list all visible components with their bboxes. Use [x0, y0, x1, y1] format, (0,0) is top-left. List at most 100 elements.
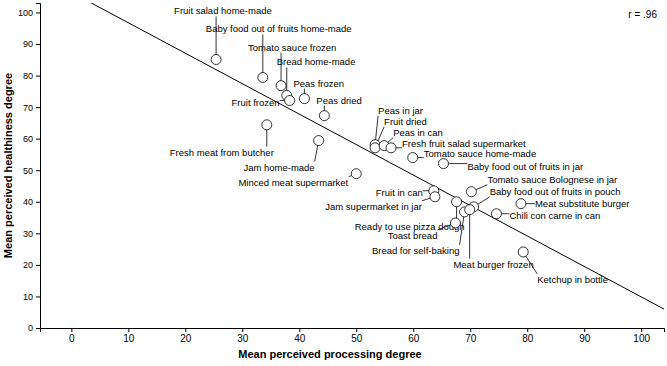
point-label: Toast bread	[388, 230, 438, 241]
x-tick-label: 0	[69, 333, 75, 344]
x-tick-label: 10	[123, 333, 135, 344]
x-axis-line	[41, 329, 665, 333]
x-tick-label: 70	[465, 333, 477, 344]
y-tick: 50	[23, 166, 40, 176]
point-label: Minced meat supermarket	[238, 177, 348, 188]
x-tick-mark	[413, 328, 414, 332]
y-tick-mark	[36, 76, 40, 77]
x-tick-mark	[242, 328, 243, 332]
y-tick-label: 10	[23, 292, 33, 302]
point-label: Bread home-made	[277, 56, 356, 67]
chart: 0 10 20 30 40 50 60 70 80 90 100 0 10 20 30 40 50 60 70 80 9…	[0, 0, 667, 366]
data-point	[466, 187, 476, 197]
x-tick-label: 90	[579, 333, 591, 344]
data-point	[351, 169, 361, 179]
y-tick-mark	[36, 170, 40, 171]
data-point	[518, 247, 528, 257]
y-tick-label: 50	[23, 166, 33, 176]
y-tick-mark	[36, 202, 40, 203]
point-label: Tomato sauce home-made	[424, 148, 536, 159]
x-tick-mark	[299, 328, 300, 332]
x-tick-mark	[584, 328, 585, 332]
point-label: Tomato sauce frozen	[248, 42, 336, 53]
y-tick-label: 30	[23, 229, 33, 239]
x-tick-mark	[128, 328, 129, 332]
x-tick-label: 50	[351, 333, 363, 344]
x-tick: 50	[351, 328, 363, 344]
leader-line	[469, 210, 470, 259]
data-point	[314, 136, 324, 146]
x-tick: 10	[123, 328, 135, 344]
y-tick-label: 0	[28, 323, 33, 333]
x-axis: 0 10 20 30 40 50 60 70 80 90 100	[41, 328, 665, 344]
y-tick-mark	[36, 139, 40, 140]
point-label: Tomato sauce Bolognese in jar	[487, 174, 617, 185]
point-label: Jam supermarket in jar	[325, 201, 422, 212]
point-label: Baby food out of fruits in jar	[467, 161, 583, 172]
y-tick: 70	[23, 103, 40, 113]
y-tick: 100	[18, 8, 40, 18]
x-tick-mark	[356, 328, 357, 332]
data-point	[516, 199, 526, 209]
point-label: Meat substitute burger	[535, 198, 630, 209]
x-tick: 40	[294, 328, 306, 344]
points	[211, 54, 528, 256]
y-tick-mark	[36, 44, 40, 45]
data-point	[211, 54, 221, 64]
data-point	[285, 96, 295, 106]
point-label: Peas in jar	[378, 105, 423, 116]
y-tick: 40	[23, 197, 40, 207]
y-tick: 0	[28, 323, 40, 333]
x-tick-label: 30	[237, 333, 249, 344]
data-point	[408, 153, 418, 163]
x-tick-label: 80	[522, 333, 534, 344]
y-tick: 30	[23, 229, 40, 239]
point-label: Baby food out of fruits in pouch	[490, 186, 621, 197]
x-tick: 30	[237, 328, 249, 344]
label-texts: Fruit salad home-made Baby food out of fr…	[170, 5, 630, 284]
y-tick: 90	[23, 39, 40, 49]
y-tick-label: 90	[23, 39, 33, 49]
y-tick: 80	[23, 71, 40, 81]
point-label: Fruit salad home-made	[174, 5, 272, 16]
y-tick: 20	[23, 260, 40, 270]
data-point	[276, 81, 286, 91]
y-tick: 10	[23, 292, 40, 302]
data-point	[450, 218, 460, 228]
y-tick-mark	[36, 233, 40, 234]
y-tick-label: 100	[18, 8, 33, 18]
x-tick: 60	[408, 328, 420, 344]
x-tick-mark	[527, 328, 528, 332]
data-point	[299, 94, 309, 104]
x-tick: 90	[579, 328, 591, 344]
x-tick-label: 60	[408, 333, 420, 344]
point-label: Baby food out of fruits home-made	[206, 23, 352, 34]
point-label: Peas in can	[393, 127, 443, 138]
point-label: Ketchup in bottle	[537, 274, 608, 285]
point-label: Fruit in can	[376, 187, 423, 198]
point-label: Meat burger frozen	[453, 259, 533, 270]
x-tick-mark	[71, 328, 72, 332]
point-label: Fresh meat from butcher	[170, 147, 274, 158]
point-label: Bread for self-baking	[372, 245, 460, 256]
point-label: Fruit dried	[384, 116, 427, 127]
y-axis-line	[36, 4, 41, 329]
data-point	[258, 72, 268, 82]
point-label: Peas frozen	[293, 78, 344, 89]
data-point	[386, 143, 396, 153]
x-tick: 100	[633, 328, 650, 344]
point-label: Fruit frozen	[232, 97, 280, 108]
x-tick-mark	[185, 328, 186, 332]
y-tick: 60	[23, 134, 40, 144]
y-tick-label: 60	[23, 134, 33, 144]
leader-lines	[216, 16, 537, 273]
x-tick: 20	[180, 328, 192, 344]
y-tick-mark	[36, 265, 40, 266]
x-axis-title: Mean perceived processing degree	[238, 348, 421, 360]
x-tick-label: 40	[294, 333, 306, 344]
data-point	[465, 205, 475, 215]
data-point	[319, 111, 329, 121]
x-tick: 70	[465, 328, 477, 344]
data-point	[452, 197, 462, 207]
data-point	[438, 159, 448, 169]
